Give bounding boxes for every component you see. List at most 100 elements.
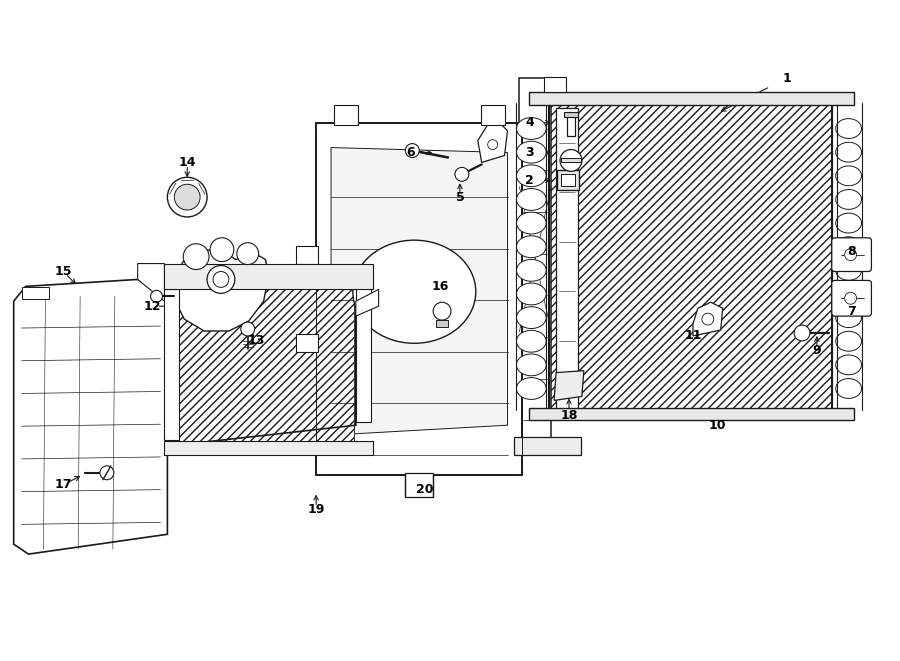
Circle shape <box>794 325 810 341</box>
Bar <box>544 77 566 92</box>
Ellipse shape <box>836 355 861 375</box>
Ellipse shape <box>517 307 546 329</box>
Text: 4: 4 <box>525 116 534 130</box>
Bar <box>334 105 358 125</box>
Bar <box>436 320 448 327</box>
Polygon shape <box>693 302 723 336</box>
Ellipse shape <box>836 142 861 162</box>
Text: 9: 9 <box>813 344 821 358</box>
Text: 6: 6 <box>406 146 415 159</box>
Bar <box>22 288 50 299</box>
Polygon shape <box>138 264 165 301</box>
Bar <box>549 103 832 410</box>
Text: 14: 14 <box>178 156 196 169</box>
Text: 19: 19 <box>308 503 325 516</box>
Ellipse shape <box>517 354 546 376</box>
Circle shape <box>433 302 451 320</box>
Circle shape <box>167 177 207 217</box>
Bar <box>557 171 579 190</box>
Ellipse shape <box>836 284 861 304</box>
FancyBboxPatch shape <box>832 280 871 316</box>
Text: 2: 2 <box>525 174 534 187</box>
Bar <box>549 103 832 410</box>
Circle shape <box>405 143 419 157</box>
Text: 18: 18 <box>561 408 578 422</box>
Ellipse shape <box>517 283 546 305</box>
Text: 20: 20 <box>417 483 434 496</box>
Polygon shape <box>177 266 356 445</box>
Bar <box>567 114 575 136</box>
Bar <box>529 408 853 420</box>
Circle shape <box>241 322 255 336</box>
Bar <box>165 441 373 455</box>
Text: 16: 16 <box>431 280 449 293</box>
Ellipse shape <box>836 307 861 327</box>
Text: 8: 8 <box>847 245 856 258</box>
Circle shape <box>150 290 162 302</box>
Ellipse shape <box>836 166 861 186</box>
Circle shape <box>702 313 714 325</box>
Circle shape <box>207 266 235 293</box>
Circle shape <box>210 238 234 262</box>
Circle shape <box>845 249 857 260</box>
Ellipse shape <box>517 188 546 210</box>
Ellipse shape <box>836 260 861 280</box>
Text: 10: 10 <box>709 418 726 432</box>
Text: 5: 5 <box>455 190 464 204</box>
Bar <box>296 246 318 264</box>
Polygon shape <box>331 147 508 435</box>
Bar <box>356 270 371 422</box>
Circle shape <box>560 149 582 171</box>
Bar <box>564 112 578 117</box>
Bar <box>561 175 575 186</box>
Bar <box>515 437 580 455</box>
Text: 12: 12 <box>144 299 161 313</box>
Text: 15: 15 <box>55 265 72 278</box>
Ellipse shape <box>836 213 861 233</box>
Bar <box>165 290 179 440</box>
Circle shape <box>455 167 469 181</box>
Ellipse shape <box>517 330 546 352</box>
Ellipse shape <box>836 379 861 399</box>
Text: 17: 17 <box>55 478 72 491</box>
Ellipse shape <box>517 259 546 281</box>
Polygon shape <box>14 280 167 554</box>
Circle shape <box>213 272 229 288</box>
Bar <box>529 92 853 105</box>
Circle shape <box>845 292 857 304</box>
Polygon shape <box>478 121 508 163</box>
Ellipse shape <box>836 118 861 138</box>
Polygon shape <box>554 371 584 401</box>
Circle shape <box>175 184 200 210</box>
Ellipse shape <box>517 377 546 399</box>
Bar <box>405 473 433 496</box>
Ellipse shape <box>517 141 546 163</box>
Ellipse shape <box>517 212 546 234</box>
Bar <box>165 264 373 290</box>
Text: 1: 1 <box>783 71 791 85</box>
Bar <box>296 334 318 352</box>
Bar <box>179 288 354 443</box>
FancyBboxPatch shape <box>832 238 871 272</box>
Bar <box>519 78 551 440</box>
Ellipse shape <box>353 240 476 343</box>
Circle shape <box>237 243 258 264</box>
Ellipse shape <box>836 237 861 256</box>
Text: 13: 13 <box>248 334 266 348</box>
Bar <box>561 159 581 163</box>
Bar <box>481 105 505 125</box>
Ellipse shape <box>517 118 546 139</box>
Polygon shape <box>175 250 268 331</box>
Text: 7: 7 <box>847 305 856 318</box>
Circle shape <box>184 244 209 270</box>
Ellipse shape <box>517 165 546 186</box>
Bar <box>316 123 522 475</box>
Circle shape <box>488 139 498 149</box>
Ellipse shape <box>836 331 861 351</box>
Text: 11: 11 <box>684 329 702 342</box>
Bar <box>556 108 578 410</box>
Polygon shape <box>356 290 379 316</box>
Circle shape <box>100 466 113 480</box>
Ellipse shape <box>836 190 861 210</box>
Text: 3: 3 <box>525 146 534 159</box>
